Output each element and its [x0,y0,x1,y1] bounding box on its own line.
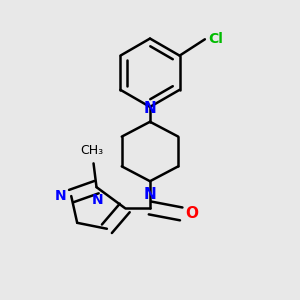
Text: N: N [144,101,156,116]
Text: Cl: Cl [208,32,223,46]
Text: N: N [144,187,156,202]
Text: N: N [92,193,104,206]
Text: N: N [54,189,66,203]
Text: O: O [185,206,198,221]
Text: CH₃: CH₃ [80,144,104,157]
